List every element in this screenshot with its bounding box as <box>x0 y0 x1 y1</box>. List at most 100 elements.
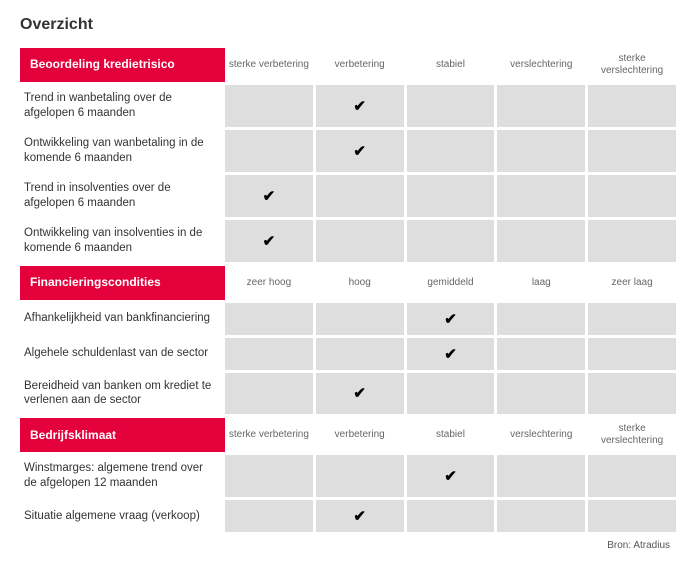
column-header: verslechtering <box>497 418 585 452</box>
data-cell: ✔ <box>407 455 495 497</box>
data-cell <box>497 373 585 415</box>
data-cell <box>316 303 404 335</box>
check-icon: ✔ <box>353 384 366 402</box>
column-header: sterke verslechtering <box>588 48 676 82</box>
column-header: stabiel <box>407 48 495 82</box>
row-label: Trend in insolventies over de afgelopen … <box>20 175 225 217</box>
data-cell <box>497 455 585 497</box>
check-icon: ✔ <box>353 142 366 160</box>
table-row: Ontwikkeling van wanbetaling in de komen… <box>20 130 676 172</box>
row-label: Ontwikkeling van insolventies in de kome… <box>20 220 225 262</box>
column-headers: zeer hooghooggemiddeldlaagzeer laag <box>225 266 676 300</box>
data-cell <box>316 455 404 497</box>
row-cells: ✔ <box>225 338 676 370</box>
column-headers: sterke verbeteringverbeteringstabielvers… <box>225 418 676 452</box>
section-header-label: Bedrijfsklimaat <box>20 418 225 452</box>
data-cell <box>497 85 585 127</box>
section-header-label: Financieringscondities <box>20 266 225 300</box>
table-row: Trend in wanbetaling over de afgelopen 6… <box>20 85 676 127</box>
check-icon: ✔ <box>444 345 457 363</box>
data-cell <box>588 338 676 370</box>
data-cell <box>225 303 313 335</box>
row-label: Afhankelijkheid van bankfinanciering <box>20 303 225 335</box>
data-cell: ✔ <box>316 85 404 127</box>
column-header: gemiddeld <box>407 266 495 300</box>
row-cells: ✔ <box>225 373 676 415</box>
data-cell <box>407 85 495 127</box>
data-cell <box>225 373 313 415</box>
column-header: stabiel <box>407 418 495 452</box>
data-cell: ✔ <box>407 303 495 335</box>
table-row: Ontwikkeling van insolventies in de kome… <box>20 220 676 262</box>
sections-container: Beoordeling kredietrisicosterke verbeter… <box>20 48 676 532</box>
data-cell: ✔ <box>407 338 495 370</box>
data-cell <box>407 500 495 532</box>
table-row: Afhankelijkheid van bankfinanciering ✔ <box>20 303 676 335</box>
data-cell <box>407 220 495 262</box>
row-label: Trend in wanbetaling over de afgelopen 6… <box>20 85 225 127</box>
data-cell <box>225 130 313 172</box>
table-row: Bereidheid van banken om krediet te verl… <box>20 373 676 415</box>
section: Bedrijfsklimaatsterke verbeteringverbete… <box>20 418 676 532</box>
data-cell <box>588 85 676 127</box>
data-cell <box>588 175 676 217</box>
data-cell: ✔ <box>316 500 404 532</box>
row-label: Algehele schuldenlast van de sector <box>20 338 225 370</box>
data-cell <box>316 175 404 217</box>
data-cell <box>497 130 585 172</box>
column-header: laag <box>497 266 585 300</box>
row-label: Situatie algemene vraag (verkoop) <box>20 500 225 532</box>
check-icon: ✔ <box>263 187 276 205</box>
row-cells: ✔ <box>225 500 676 532</box>
check-icon: ✔ <box>353 507 366 525</box>
data-cell <box>497 220 585 262</box>
data-cell <box>316 220 404 262</box>
data-cell <box>497 303 585 335</box>
data-cell <box>407 130 495 172</box>
data-cell <box>497 500 585 532</box>
page-title: Overzicht <box>20 16 676 34</box>
row-cells: ✔ <box>225 220 676 262</box>
data-cell <box>497 175 585 217</box>
data-cell <box>588 130 676 172</box>
data-cell <box>316 338 404 370</box>
data-cell: ✔ <box>316 373 404 415</box>
row-label: Winstmarges: algemene trend over de afge… <box>20 455 225 497</box>
check-icon: ✔ <box>444 310 457 328</box>
data-cell: ✔ <box>225 175 313 217</box>
column-headers: sterke verbeteringverbeteringstabielvers… <box>225 48 676 82</box>
data-cell <box>588 455 676 497</box>
source-label: Bron: Atradius <box>20 540 676 551</box>
data-cell <box>588 500 676 532</box>
data-cell: ✔ <box>316 130 404 172</box>
section-header-row: Bedrijfsklimaatsterke verbeteringverbete… <box>20 418 676 452</box>
section: Beoordeling kredietrisicosterke verbeter… <box>20 48 676 262</box>
data-cell <box>588 303 676 335</box>
table-row: Winstmarges: algemene trend over de afge… <box>20 455 676 497</box>
data-cell <box>588 373 676 415</box>
column-header: zeer hoog <box>225 266 313 300</box>
data-cell <box>407 175 495 217</box>
section-header-row: Financieringsconditieszeer hooghooggemid… <box>20 266 676 300</box>
data-cell <box>407 373 495 415</box>
data-cell: ✔ <box>225 220 313 262</box>
column-header: sterke verbetering <box>225 48 313 82</box>
data-cell <box>225 338 313 370</box>
section: Financieringsconditieszeer hooghooggemid… <box>20 266 676 415</box>
table-row: Algehele schuldenlast van de sector ✔ <box>20 338 676 370</box>
data-cell <box>497 338 585 370</box>
data-cell <box>225 85 313 127</box>
column-header: sterke verslechtering <box>588 418 676 452</box>
check-icon: ✔ <box>444 467 457 485</box>
data-cell <box>588 220 676 262</box>
column-header: sterke verbetering <box>225 418 313 452</box>
column-header: verbetering <box>316 418 404 452</box>
column-header: hoog <box>316 266 404 300</box>
section-header-row: Beoordeling kredietrisicosterke verbeter… <box>20 48 676 82</box>
table-row: Situatie algemene vraag (verkoop) ✔ <box>20 500 676 532</box>
column-header: verbetering <box>316 48 404 82</box>
data-cell <box>225 455 313 497</box>
column-header: zeer laag <box>588 266 676 300</box>
row-cells: ✔ <box>225 175 676 217</box>
data-cell <box>225 500 313 532</box>
